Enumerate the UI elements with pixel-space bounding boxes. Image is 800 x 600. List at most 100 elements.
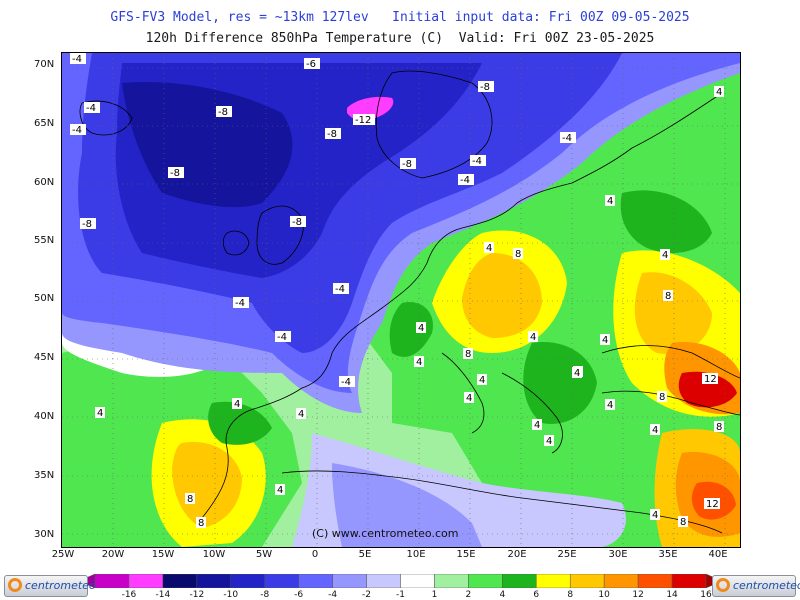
contour-label: -8 xyxy=(325,128,341,140)
coastline-iceland xyxy=(79,100,133,136)
lon-label-20w: 20W xyxy=(101,549,125,560)
svg-text:-12: -12 xyxy=(355,115,371,126)
contour-label: 8 xyxy=(663,290,673,302)
lat-label-40n: 40N xyxy=(34,411,55,422)
svg-text:8: 8 xyxy=(716,422,722,433)
lat-label-45n: 45N xyxy=(34,352,55,363)
logo-text: centrometeo xyxy=(733,579,800,592)
color-scale-swatch xyxy=(468,574,503,588)
color-scale-tick-label: 16 xyxy=(700,590,712,600)
svg-text:4: 4 xyxy=(574,368,580,379)
lon-label-15w: 15W xyxy=(151,549,175,560)
svg-text:-8: -8 xyxy=(327,129,337,140)
svg-text:4: 4 xyxy=(418,323,424,334)
color-scale-swatch xyxy=(434,574,469,588)
svg-text:-8: -8 xyxy=(480,82,490,93)
temperature-difference-map: -4 -6 -8 4 -4 -4 -8 -12 -8 -4 -8 -4 -8 -4 4 -8 -8 4 8 4 -4 -4… xyxy=(61,52,741,548)
svg-text:4: 4 xyxy=(652,425,658,436)
contour-label: 4 xyxy=(484,242,494,254)
lon-label-0: 0 xyxy=(311,549,319,560)
lon-label-20e: 20E xyxy=(507,549,527,560)
contour-label: 4 xyxy=(414,356,424,368)
contour-label: 4 xyxy=(528,331,538,343)
color-scale-swatch xyxy=(637,574,673,588)
coastlines xyxy=(79,70,740,534)
contour-label: 4 xyxy=(95,407,105,419)
contour-label: 8 xyxy=(513,248,523,260)
anomaly-region-turkey-plus12 xyxy=(678,371,737,408)
svg-text:-4: -4 xyxy=(72,125,82,136)
contour-label: 8 xyxy=(657,391,667,403)
contour-label: 4 xyxy=(296,408,306,420)
logo-text: centrometeo xyxy=(25,579,96,592)
contour-label: 4 xyxy=(232,398,242,410)
svg-text:8: 8 xyxy=(680,517,686,528)
graticule xyxy=(62,53,740,547)
svg-text:4: 4 xyxy=(716,87,722,98)
centrometeo-logo-right[interactable]: centrometeo xyxy=(712,575,800,597)
color-scale-swatch xyxy=(400,574,435,588)
color-scale-swatch xyxy=(332,574,367,588)
svg-text:-8: -8 xyxy=(82,219,92,230)
svg-text:4: 4 xyxy=(479,375,485,386)
svg-text:12: 12 xyxy=(704,374,717,385)
svg-text:4: 4 xyxy=(652,510,658,521)
color-scale-tick-label: 10 xyxy=(598,590,610,600)
svg-text:-8: -8 xyxy=(218,107,228,118)
contour-label: -12 xyxy=(353,114,375,126)
contour-label: -4 xyxy=(233,297,249,309)
anomaly-region-iberia-plus8 xyxy=(172,442,242,528)
contour-label: -6 xyxy=(304,58,320,70)
lon-label-35e: 35E xyxy=(658,549,678,560)
anomaly-region-minus10 xyxy=(122,82,293,208)
color-scale-swatch xyxy=(366,574,401,588)
contour-label: 8 xyxy=(678,516,688,528)
anomaly-region-east-plus8 xyxy=(634,272,712,354)
lat-label-55n: 55N xyxy=(34,235,55,246)
contour-label: -8 xyxy=(216,106,232,118)
svg-text:4: 4 xyxy=(234,399,240,410)
color-scale-tick-label: 6 xyxy=(533,590,540,600)
svg-text:-4: -4 xyxy=(235,298,245,309)
contour-label: -4 xyxy=(70,124,86,136)
contour-label: 8 xyxy=(463,348,473,360)
contour-label: 12 xyxy=(702,373,718,385)
contour-label: -4 xyxy=(275,331,291,343)
lon-label-15e: 15E xyxy=(456,549,476,560)
lat-label-65n: 65N xyxy=(34,118,55,129)
coastline-north-africa xyxy=(281,470,723,534)
color-scale-swatch xyxy=(536,574,571,588)
svg-text:-8: -8 xyxy=(292,217,302,228)
centrometeo-logo-left[interactable]: centrometeo xyxy=(4,575,96,597)
svg-text:4: 4 xyxy=(662,250,668,261)
color-scale-tick-label: 14 xyxy=(666,590,678,600)
lat-label-60n: 60N xyxy=(34,177,55,188)
svg-text:-4: -4 xyxy=(72,54,82,65)
lon-label-10w: 10W xyxy=(202,549,226,560)
svg-text:4: 4 xyxy=(466,393,472,404)
color-scale-swatch xyxy=(128,574,164,588)
color-scale-tick-label: -4 xyxy=(328,590,338,600)
lon-label-40e: 40E xyxy=(708,549,728,560)
coastline-ireland xyxy=(222,230,250,256)
svg-text:4: 4 xyxy=(607,196,613,207)
contour-label: -8 xyxy=(290,216,306,228)
coastline-baltic xyxy=(516,92,723,204)
color-scale-tick-label: -12 xyxy=(189,590,205,600)
lon-label-25e: 25E xyxy=(557,549,577,560)
coastline-black-sea-north xyxy=(601,345,740,379)
svg-text:-4: -4 xyxy=(562,133,572,144)
contour-label: 8 xyxy=(185,493,195,505)
svg-text:8: 8 xyxy=(665,291,671,302)
color-scale-tick-label: -14 xyxy=(155,590,171,600)
svg-text:4: 4 xyxy=(534,420,540,431)
coastline-balkans xyxy=(501,372,563,454)
color-scale-swatch xyxy=(162,574,198,588)
svg-text:8: 8 xyxy=(465,349,471,360)
svg-text:-4: -4 xyxy=(277,332,287,343)
anomaly-region-spain-plus4 xyxy=(208,401,272,445)
svg-text:4: 4 xyxy=(97,408,103,419)
svg-text:-4: -4 xyxy=(472,156,482,167)
contour-label: 8 xyxy=(196,517,206,529)
svg-text:4: 4 xyxy=(416,357,422,368)
